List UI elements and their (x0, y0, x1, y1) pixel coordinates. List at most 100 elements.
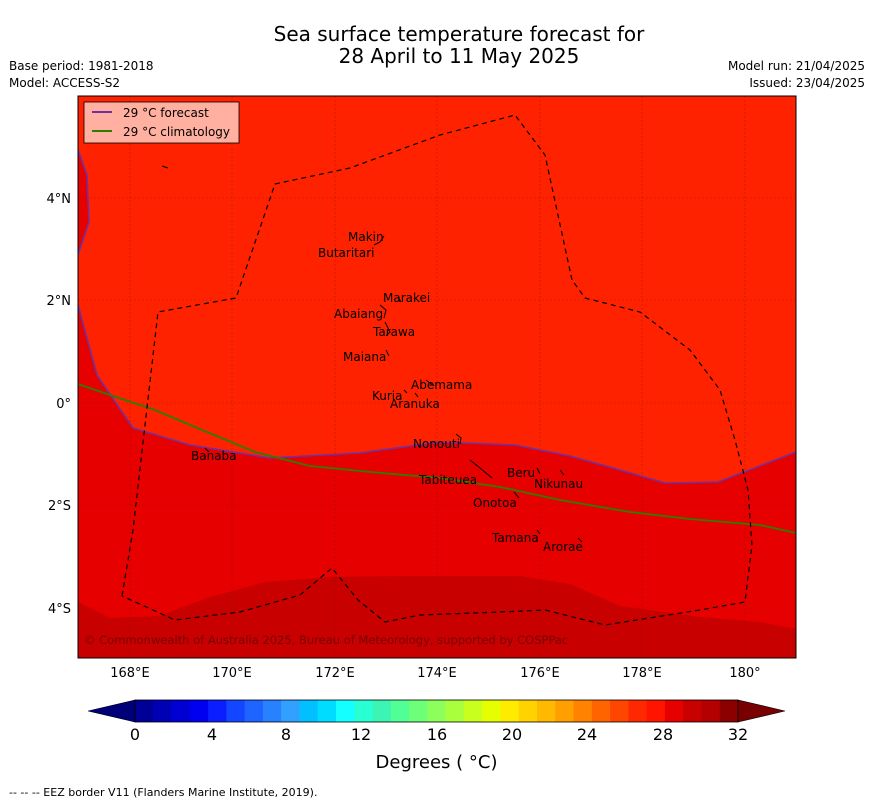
lon-tick-label: 176°E (520, 666, 560, 681)
colorbar-cell (463, 700, 483, 722)
colorbar-tick-label: 4 (206, 725, 218, 744)
copyright-text: © Commonwealth of Australia 2025, Bureau… (84, 633, 568, 647)
chart-title-line1: Sea surface temperature forecast for (273, 22, 645, 46)
issued-text: Issued: 23/04/2025 (749, 76, 865, 90)
colorbar-cell (646, 700, 666, 722)
island-label: Banaba (191, 449, 237, 463)
lat-tick-label: 2°S (48, 499, 71, 514)
colorbar-cell (226, 700, 246, 722)
island-outline-nonouti (455, 433, 462, 445)
legend-label-forecast: 29 °C forecast (123, 106, 209, 120)
legend-label-climatology: 29 °C climatology (123, 125, 230, 139)
island-outline-marakei (397, 296, 402, 303)
island-outline-nw (161, 165, 169, 169)
colorbar-cell (317, 700, 337, 722)
lon-tick-label: 170°E (212, 666, 252, 681)
island-label: Tarawa (372, 325, 415, 339)
island-outline-maiana (385, 349, 390, 357)
colorbar-tick-label: 20 (501, 725, 523, 744)
lon-tick-label: 180° (729, 666, 760, 681)
colorbar-tick-label: 24 (576, 725, 598, 744)
island-outline-abaiang (379, 304, 387, 319)
model-text: Model: ACCESS-S2 (9, 76, 121, 90)
colorbar-cell (719, 700, 739, 722)
colorbar-cell (518, 700, 538, 722)
island-label: Butaritari (318, 246, 375, 260)
island-label: Tamana (491, 531, 539, 545)
colorbar-cell (610, 700, 629, 722)
island-label: Kuria (372, 389, 403, 403)
island-outline-tamana (536, 529, 541, 535)
island-outline-banaba (204, 447, 210, 453)
colorbar-cell (135, 700, 154, 722)
colorbar-cell (372, 700, 392, 722)
map-gridlines (78, 96, 796, 658)
meta-right: Model run: 21/04/2025 Issued: 23/04/2025 (728, 58, 865, 92)
colorbar-cell (427, 700, 447, 722)
island-label: Marakei (383, 291, 430, 305)
base-period-text: Base period: 1981-2018 (9, 59, 154, 73)
colorbar-over-triangle (737, 699, 786, 723)
eez-footnote: -- -- -- EEZ border V11 (Flanders Marine… (9, 786, 318, 799)
colorbar-tick-label: 32 (727, 725, 749, 744)
lat-tick-label: 4°N (47, 192, 72, 207)
colorbar-cell (701, 700, 721, 722)
island-outline-aranuka (414, 392, 419, 398)
colorbar-cell (482, 700, 501, 722)
colorbar-tick-label: 28 (652, 725, 674, 744)
lon-tick-labels: 168°E 170°E 172°E 174°E 176°E 178°E 180° (110, 666, 760, 681)
island-outline-tarawa (384, 321, 391, 337)
contour-29c-climatology (78, 383, 796, 534)
model-run-text: Model run: 21/04/2025 (727, 59, 865, 73)
chart-title-line2: 28 April to 11 May 2025 (338, 44, 580, 68)
island-outline-nikunau (559, 469, 565, 476)
island-outline-kuria (403, 389, 408, 394)
map-frame (77, 95, 797, 659)
colorbar-tick-label: 0 (129, 725, 141, 744)
island-label: Nikunau (534, 477, 583, 491)
island-outline-abemama (425, 379, 435, 387)
colorbar-frame (134, 699, 739, 723)
eez-border (121, 114, 753, 626)
colorbar-cell (664, 700, 684, 722)
island-label: Tabiteuea (418, 473, 477, 487)
lat-tick-label: 2°N (47, 294, 72, 309)
island-label: Aranuka (390, 397, 440, 411)
colorbar-cell (189, 700, 209, 722)
island-label: Beru (507, 466, 535, 480)
lon-tick-label: 168°E (110, 666, 150, 681)
lon-tick-label: 178°E (622, 666, 662, 681)
map-plot-area: © Commonwealth of Australia 2025, Bureau… (78, 96, 796, 658)
lat-tick-label: 4°S (48, 602, 71, 617)
colorbar-cell (171, 700, 191, 722)
colorbar-cell (445, 700, 465, 722)
island-label: Abaiang (334, 307, 383, 321)
colorbar-tick-label: 16 (426, 725, 448, 744)
map-legend: 29 °C forecast 29 °C climatology (83, 101, 240, 144)
colorbar-cell (573, 700, 593, 722)
colorbar-cell (281, 700, 300, 722)
contour-29c-forecast-west (78, 149, 90, 256)
island-outline-arorae (577, 537, 583, 543)
island-outline-onotoa (513, 491, 520, 499)
island-label: Makin (348, 230, 384, 244)
colorbar-cell (683, 700, 702, 722)
island-label: Abemama (411, 378, 472, 392)
colorbar-cell (208, 700, 227, 722)
island-outline-tabiteuea (469, 459, 493, 479)
colorbar-cell (262, 700, 282, 722)
colorbar-cell (153, 700, 172, 722)
colorbar-under-triangle (87, 699, 136, 723)
colorbar-cell (555, 700, 574, 722)
colorbar (87, 699, 786, 723)
island-labels: Makin Butaritari Marakei Abaiang Tarawa … (191, 230, 583, 554)
colorbar-tick-label: 12 (350, 725, 372, 744)
colorbar-cell (628, 700, 648, 722)
meta-left: Base period: 1981-2018 Model: ACCESS-S2 (9, 58, 154, 92)
lat-tick-label: 0° (56, 397, 71, 412)
island-label: Onotoa (473, 496, 517, 510)
colorbar-cell (409, 700, 428, 722)
lat-tick-labels: 4°N 2°N 0° 2°S 4°S (47, 192, 72, 617)
colorbar-cell (299, 700, 319, 722)
